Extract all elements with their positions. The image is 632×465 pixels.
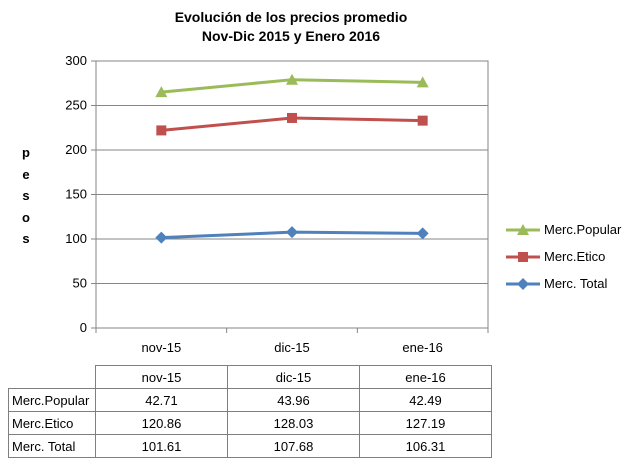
x-tick-label: ene-16 [402, 340, 442, 355]
x-tick-label: nov-15 [141, 340, 181, 355]
table-cell: 128.03 [227, 411, 360, 435]
data-point-merc-total [416, 227, 429, 240]
data-point-merc-popular [416, 76, 429, 88]
table-row: Merc. Total 101.61 107.68 106.31 [8, 434, 492, 458]
data-point-merc-etico [417, 115, 428, 126]
table-row-label: Merc.Etico [8, 411, 96, 435]
table-cell: 120.86 [95, 411, 228, 435]
y-tick-label: 250 [65, 98, 87, 113]
chart-title: Evolución de los precios promedio [174, 9, 408, 25]
table-header-cell: dic-15 [227, 365, 360, 389]
y-axis-label-letter: p [22, 145, 30, 160]
table-cell: 42.49 [359, 388, 492, 412]
table-cell: 42.71 [95, 388, 228, 412]
y-tick-label: 0 [80, 320, 87, 335]
data-point-merc-total [155, 231, 168, 244]
data-point-merc-popular [286, 73, 298, 85]
table-cell: 106.31 [359, 434, 492, 458]
data-point-merc-total [286, 226, 298, 239]
data-table: nov-15 dic-15 ene-16 Merc.Popular 42.71 … [8, 365, 492, 458]
table-row-label: Merc. Total [8, 434, 96, 458]
y-axis-label-letter: s [22, 188, 30, 203]
legend-label: Merc.Popular [544, 222, 622, 237]
y-axis-label-letter: e [22, 166, 30, 182]
table-row-label: Merc.Popular [8, 388, 96, 412]
y-axis-label-letter: o [22, 209, 30, 225]
table-row: Merc.Popular 42.71 43.96 42.49 [8, 388, 492, 412]
line-chart: 0 50 100 150 200 250 300 nov-15 dic-15 ene-16 [65, 53, 489, 355]
y-tick-label: 100 [65, 231, 87, 246]
data-point-merc-popular [155, 86, 168, 98]
y-tick-label: 150 [65, 187, 87, 202]
x-tick-label: dic-15 [274, 340, 309, 355]
y-tick-label: 50 [73, 276, 87, 291]
data-point-merc-etico [156, 125, 167, 136]
data-point-merc-etico [287, 112, 297, 123]
table-header-cell: ene-16 [359, 365, 492, 389]
table-cell: 101.61 [95, 434, 228, 458]
table-row: Merc.Etico 120.86 128.03 127.19 [8, 411, 492, 435]
table-header-cell: nov-15 [95, 365, 228, 389]
y-tick-label: 300 [65, 53, 87, 68]
chart-subtitle: Nov-Dic 2015 y Enero 2016 [201, 28, 381, 44]
table-cell: 43.96 [227, 388, 360, 412]
y-tick-label: 200 [65, 142, 87, 157]
legend-label: Merc. Total [544, 276, 608, 291]
legend-label: Merc.Etico [544, 249, 606, 264]
legend-swatch [506, 278, 540, 290]
table-corner [8, 365, 96, 389]
table-cell: 107.68 [227, 434, 360, 458]
table-cell: 127.19 [359, 411, 492, 435]
y-axis-label-letter: s [22, 231, 30, 246]
legend-swatch [506, 224, 540, 235]
table-header-row: nov-15 dic-15 ene-16 [8, 365, 492, 389]
legend-swatch [506, 252, 540, 262]
